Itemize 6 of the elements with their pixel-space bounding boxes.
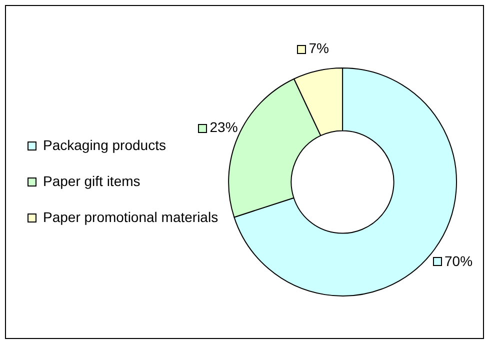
legend-label: Paper gift items: [43, 172, 140, 189]
data-label: 70%: [444, 252, 473, 269]
data-label: 23%: [210, 118, 238, 135]
legend-label: Packaging products: [43, 136, 166, 153]
legend-label: Paper promotional materials: [43, 208, 218, 225]
data-label: 7%: [308, 40, 329, 56]
